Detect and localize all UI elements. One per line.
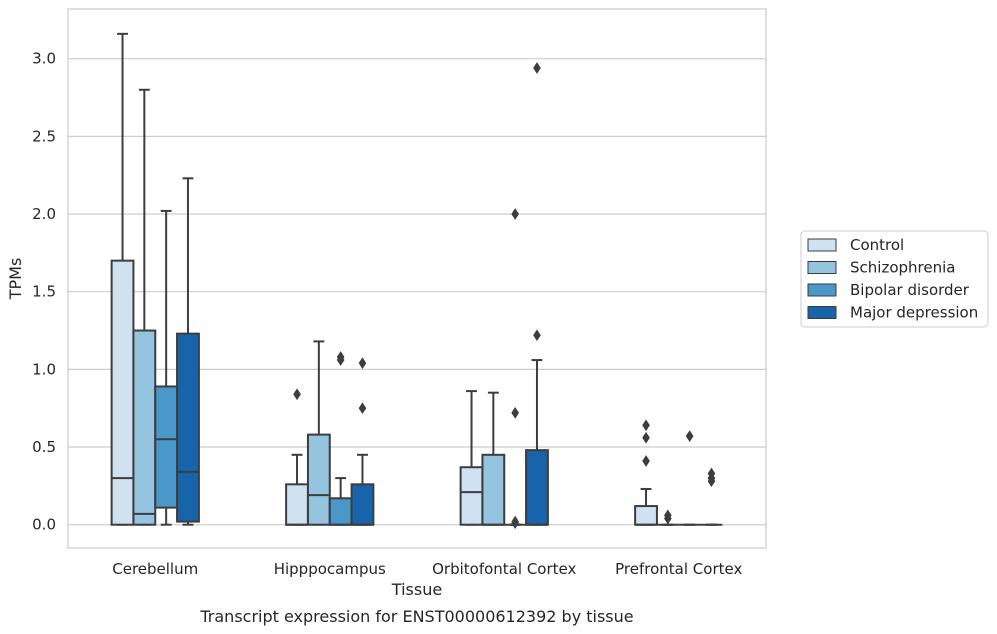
box-iqr [328,497,353,526]
legend-box [800,230,989,328]
outlier-point [336,351,345,363]
box-iqr [481,453,506,526]
legend-swatch [807,306,837,319]
outlier-point [533,62,541,74]
y-tick-label: 1.5 [32,283,56,301]
outlier-point [293,388,301,401]
outlier-point [511,208,519,220]
y-tick-label: 2.0 [32,205,56,223]
legend-label: Schizophrenia [850,259,955,277]
box-iqr [459,466,484,526]
box-iqr [132,329,157,526]
box-0-1 [132,88,157,526]
box-iqr [525,449,549,526]
plot-frame [67,8,767,549]
outlier-point [511,407,519,419]
box-0-0 [110,32,135,526]
legend-label: Bipolar disorder [850,281,970,299]
box-2-2 [504,208,527,529]
box-iqr [110,259,135,526]
box-iqr [176,332,200,523]
box-2-3 [525,62,549,526]
x-tick-label: Cerebellum [112,560,198,578]
box-3-1 [656,509,679,526]
y-tick-label: 3.0 [32,50,56,68]
legend-label: Major depression [850,304,978,322]
legend-swatch [807,261,837,274]
x-axis-ticks: Cerebellum Hipppocampus Orbitofontal Corte… [112,560,742,578]
box-1-3 [350,357,375,526]
box-0-3 [176,177,200,526]
outlier-point [664,509,672,522]
legend-swatch [807,283,837,297]
y-tick-label: 0.0 [32,516,56,534]
outlier-point [707,467,716,480]
y-axis-title: TPMs [6,258,25,301]
box-3-3 [700,467,723,526]
plot-area [110,32,723,529]
box-3-2 [678,430,701,526]
box-iqr [306,433,331,526]
box-1-0 [285,388,309,526]
outlier-point [533,329,541,342]
legend: Control Schizophrenia Bipolar disorder Majo… [800,230,989,328]
chart-caption: Transcript expression for ENST0000061239… [199,607,633,626]
box-3-0 [634,419,658,526]
x-axis-title: Tissue [391,580,442,599]
box-1-2 [328,351,353,526]
y-axis-ticks: 0.0 0.5 1.0 1.5 2.0 2.5 3.0 [32,50,56,534]
outlier-point [642,431,650,444]
legend-swatch [807,238,837,252]
box-iqr [350,483,375,526]
outlier-point [642,455,650,467]
box-iqr [154,385,179,509]
box-2-0 [459,390,484,526]
outlier-point [685,430,694,443]
outlier-point [511,515,519,528]
outlier-point [358,357,367,370]
x-tick-label: Hipppocampus [274,560,386,578]
y-tick-label: 0.5 [32,438,56,456]
box-iqr [634,505,658,526]
box-0-2 [154,209,179,526]
legend-label: Control [850,236,904,254]
x-tick-label: Prefrontal Cortex [615,560,742,578]
y-tick-label: 1.0 [32,360,56,378]
x-tick-label: Orbitofontal Cortex [432,560,576,578]
y-tick-label: 2.5 [32,127,56,145]
box-1-1 [306,340,331,526]
box-2-1 [481,391,506,526]
box-iqr [285,483,309,526]
outlier-point [642,419,650,432]
outlier-point [358,402,367,415]
